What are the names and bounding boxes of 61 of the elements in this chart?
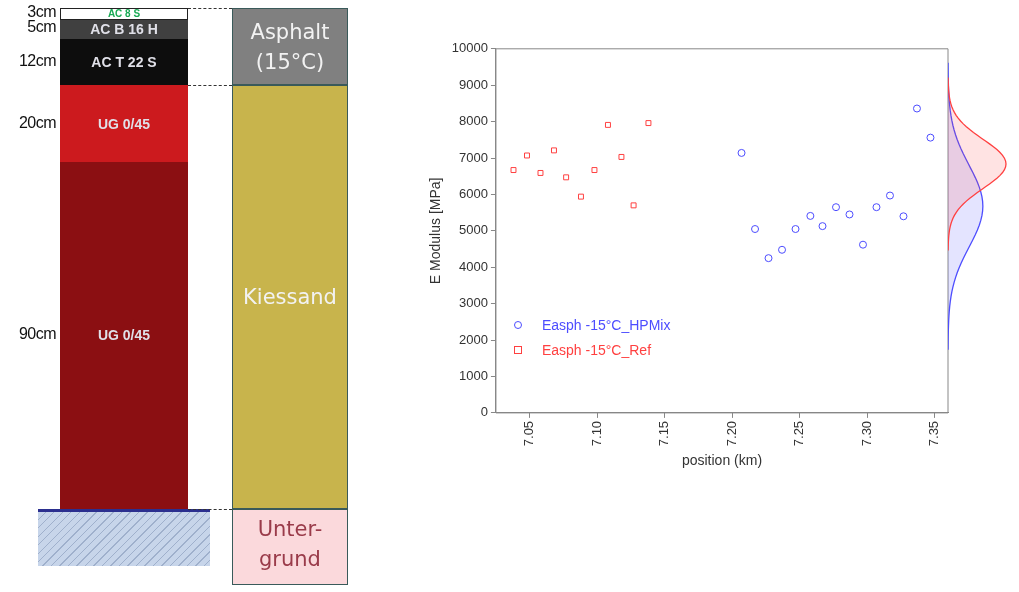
- data-label: 5cm: [27, 18, 56, 37]
- point: [845, 210, 854, 219]
- data-label: 20cm: [18, 113, 56, 132]
- point: [926, 133, 935, 142]
- x-tick-label: 7.30: [858, 420, 874, 447]
- data-label: 90cm: [18, 325, 56, 344]
- point: [818, 222, 827, 231]
- point: [885, 191, 894, 200]
- point: [630, 202, 637, 209]
- x-axis-title: position (km): [681, 452, 763, 469]
- y-tick-label: 5000: [459, 222, 488, 238]
- point: [778, 245, 787, 254]
- point: [872, 203, 881, 212]
- point: [645, 120, 652, 127]
- point: [858, 240, 867, 249]
- y-tick-label: 8000: [459, 113, 488, 129]
- point: [832, 203, 840, 212]
- y-tick-label: 9000: [459, 76, 488, 92]
- point: [764, 254, 773, 263]
- point: [751, 225, 760, 234]
- y-tick-label: 6000: [459, 186, 488, 202]
- y-tick-label: 1000: [459, 368, 488, 384]
- point: [604, 121, 611, 128]
- x-tick-label: 7.25: [791, 420, 807, 447]
- point: [737, 148, 746, 157]
- point: [806, 211, 815, 220]
- legend-label: Easph -15°C_HPMix: [541, 317, 671, 334]
- y-axis-title: E Modulus [MPa]: [427, 177, 444, 285]
- category-label: AC B 16 H: [90, 21, 158, 38]
- point: [791, 225, 800, 234]
- y-tick-label: 2000: [459, 331, 488, 347]
- y-tick-label: 10000: [451, 40, 488, 56]
- text: Asphalt (15°C): [249, 18, 331, 76]
- x-tick-label: 7.10: [588, 420, 604, 447]
- category-label: AC 8 S: [107, 7, 141, 19]
- category-label: UG 0/45: [97, 327, 151, 344]
- point: [577, 193, 584, 200]
- category-label: UG 0/45: [97, 115, 151, 132]
- x-tick-label: 7.35: [926, 420, 942, 447]
- point: [563, 174, 570, 181]
- point: [524, 152, 530, 159]
- y-tick-label: 3000: [459, 295, 488, 311]
- point: [537, 169, 544, 176]
- data-label: 12cm: [18, 51, 56, 70]
- point: [618, 153, 625, 160]
- x-tick-label: 7.15: [656, 420, 672, 447]
- y-tick-label: 4000: [459, 258, 488, 274]
- point: [551, 147, 557, 154]
- x-tick-label: 7.20: [723, 420, 739, 447]
- x-tick-label: 7.05: [521, 420, 537, 447]
- legend-label: Easph -15°C_Ref: [541, 342, 652, 359]
- point: [899, 212, 908, 221]
- y-tick-label: 7000: [459, 149, 488, 165]
- y-tick-label: 0: [480, 404, 488, 420]
- data-label: 3cm: [27, 2, 56, 20]
- text: Kiessand: [242, 283, 338, 311]
- text: Unter-grund: [256, 515, 324, 573]
- point: [591, 167, 598, 174]
- category-label: AC T 22 S: [91, 53, 157, 70]
- point: [510, 167, 517, 174]
- point: [912, 104, 921, 113]
